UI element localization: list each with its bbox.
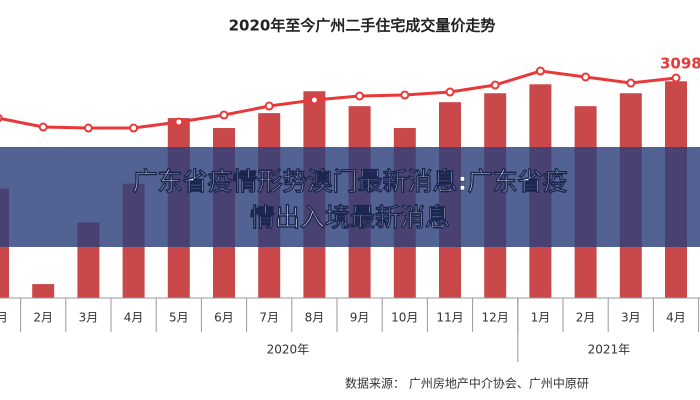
bar — [32, 284, 55, 298]
x-tick-label: 2月 — [576, 311, 596, 325]
price-point — [129, 123, 139, 133]
price-point — [445, 87, 455, 97]
price-point — [83, 123, 93, 133]
x-tick-label: 5月 — [169, 311, 189, 325]
price-line — [0, 69, 677, 130]
x-tick-label: 3月 — [621, 311, 641, 325]
price-point — [671, 73, 681, 83]
price-point — [535, 66, 545, 76]
value-label: 3098 — [660, 55, 700, 73]
price-point — [581, 72, 591, 82]
x-tick-label: 1月 — [0, 311, 8, 325]
x-tick-label: 8月 — [305, 311, 325, 325]
price-point — [219, 110, 229, 120]
banner-text: 广东省疫情形势澳门最新消息:广东省疫 — [133, 167, 568, 196]
price-point — [38, 122, 48, 132]
x-tick-label: 10月 — [391, 311, 418, 325]
source-note: 数据来源： 广州房地产中介协会、广州中原研 — [345, 376, 589, 391]
x-tick-label: 6月 — [214, 311, 234, 325]
banner — [0, 147, 700, 247]
price-point — [0, 113, 3, 123]
x-tick-label: 4月 — [666, 311, 686, 325]
price-point — [174, 117, 184, 127]
price-point — [355, 91, 365, 101]
x-tick-label: 1月 — [531, 311, 551, 325]
price-point — [490, 80, 500, 90]
x-tick-label: 2月 — [33, 311, 53, 325]
x-tick-label: 7月 — [259, 311, 279, 325]
banner-text: 情出入境最新消息 — [250, 203, 450, 232]
x-tick-label: 4月 — [124, 311, 144, 325]
price-point — [309, 95, 319, 105]
x-tick-label: 9月 — [350, 311, 370, 325]
x-tick-label: 12月 — [482, 311, 509, 325]
price-point — [264, 101, 274, 111]
x-tick-label: 3月 — [79, 311, 99, 325]
group-label: 2020年 — [267, 343, 310, 357]
x-tick-label: 11月 — [436, 311, 463, 325]
price-point — [400, 90, 410, 100]
group-label: 2021年 — [588, 343, 631, 357]
chart-title: 2020年至今广州二手住宅成交量价走势 — [229, 17, 496, 35]
price-point — [626, 78, 636, 88]
